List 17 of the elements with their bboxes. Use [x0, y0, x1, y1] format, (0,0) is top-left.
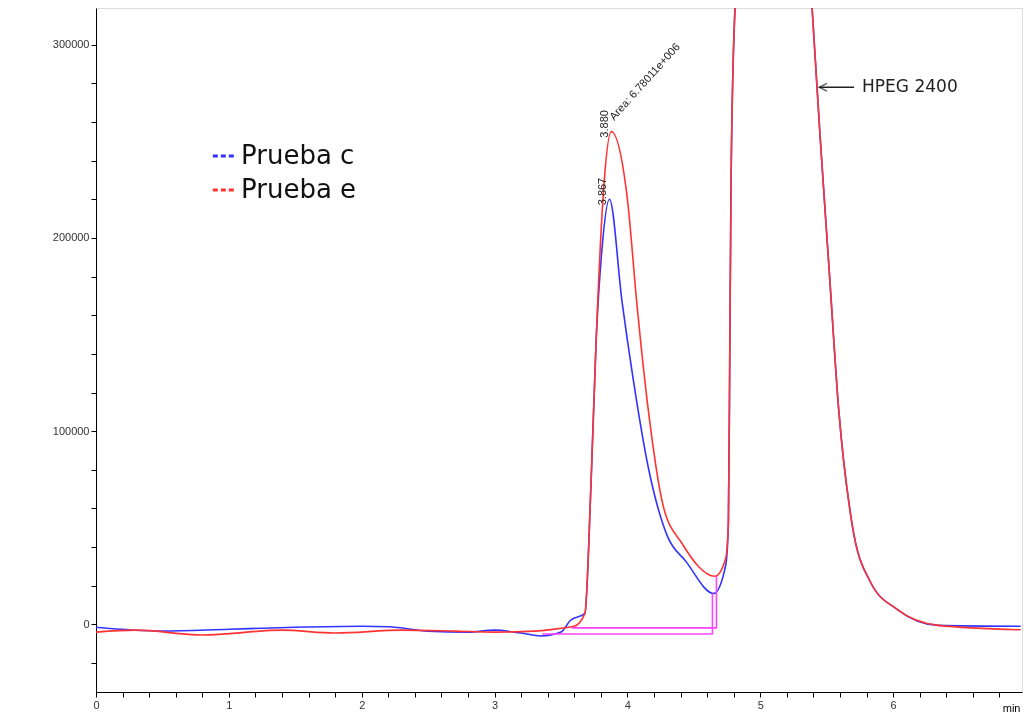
- annotation: 3.880: [598, 110, 611, 138]
- y-tick-label: 300000: [52, 38, 90, 51]
- legend-label: Prueba e: [241, 174, 357, 204]
- x-tick-label: 2: [359, 698, 366, 711]
- annotation: 3.867: [596, 177, 609, 206]
- legend-label: Prueba c: [241, 140, 355, 170]
- y-tick-label: 100000: [52, 424, 90, 437]
- y-tick-label: 200000: [52, 231, 90, 244]
- annotation: HPEG 2400: [862, 76, 958, 97]
- x-tick-label: 4: [624, 698, 631, 711]
- x-tick-label: 5: [757, 698, 764, 711]
- x-tick-label: 1: [226, 698, 233, 711]
- x-tick-label: 3: [492, 698, 499, 711]
- x-tick-label: 6: [890, 698, 897, 711]
- x-tick-label: 0: [93, 698, 100, 711]
- x-axis-title: min: [1002, 701, 1021, 714]
- y-tick-label: 0: [83, 617, 90, 630]
